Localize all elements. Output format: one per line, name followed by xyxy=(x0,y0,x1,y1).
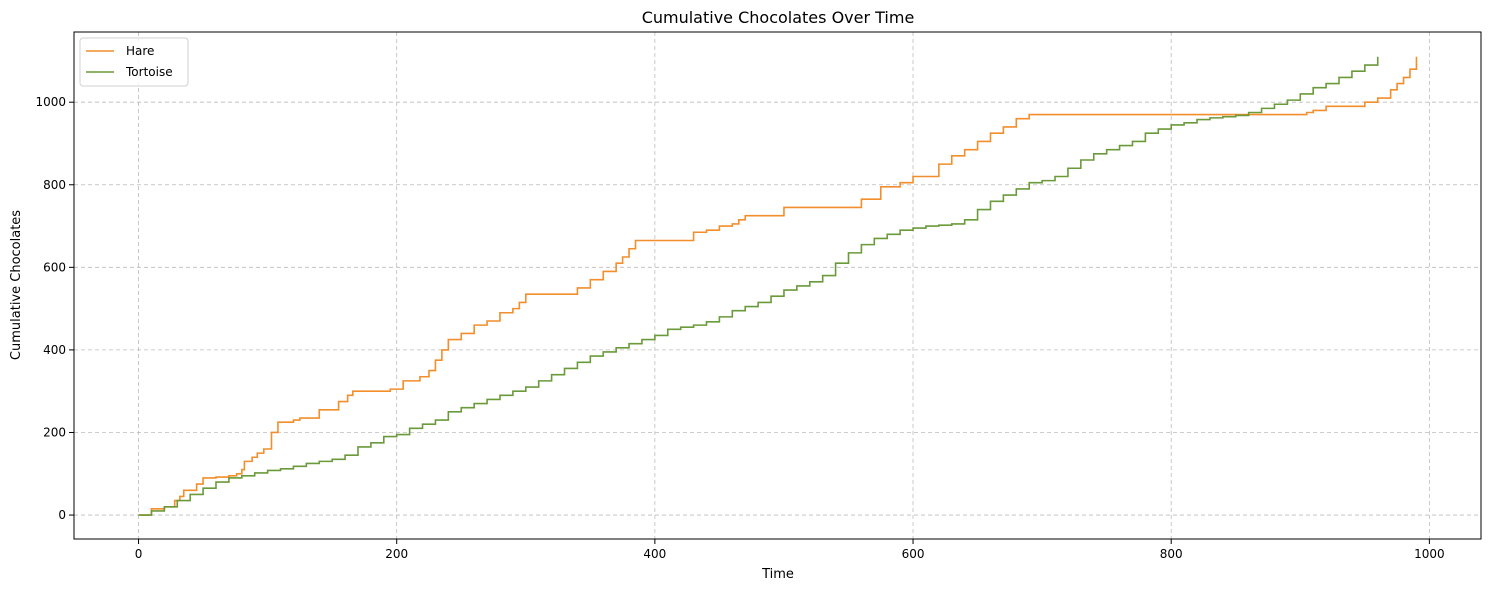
plot-frame xyxy=(73,31,1482,540)
chart-title: Cumulative Chocolates Over Time xyxy=(642,8,915,27)
series-line-hare xyxy=(138,56,1418,516)
x-tick-label: 200 xyxy=(385,547,408,561)
x-tick-label: 600 xyxy=(902,547,925,561)
legend: Hare Tortoise xyxy=(79,37,189,87)
y-tick-label: 600 xyxy=(43,260,66,274)
legend-box xyxy=(79,37,189,87)
series-line-tortoise xyxy=(138,56,1379,516)
y-tick-label: 800 xyxy=(43,178,66,192)
plot-series xyxy=(138,56,1418,516)
x-tick-label: 1000 xyxy=(1414,547,1445,561)
y-tick-label: 400 xyxy=(43,343,66,357)
y-axis-label: Cumulative Chocolates xyxy=(9,210,24,360)
legend-hare-label: Hare xyxy=(126,44,154,58)
x-tick-label: 800 xyxy=(1160,547,1183,561)
legend-tortoise-label: Tortoise xyxy=(125,65,173,79)
axis-ticks: 0 200 400 600 800 1000 0 200 400 600 800 1000 xyxy=(35,95,1444,561)
x-tick-label: 0 xyxy=(135,547,143,561)
x-axis-label: Time xyxy=(761,567,794,582)
grid-lines xyxy=(74,32,1481,539)
x-tick-label: 400 xyxy=(643,547,666,561)
y-tick-label: 0 xyxy=(58,508,66,522)
y-tick-label: 1000 xyxy=(35,95,66,109)
y-tick-label: 200 xyxy=(43,425,66,439)
